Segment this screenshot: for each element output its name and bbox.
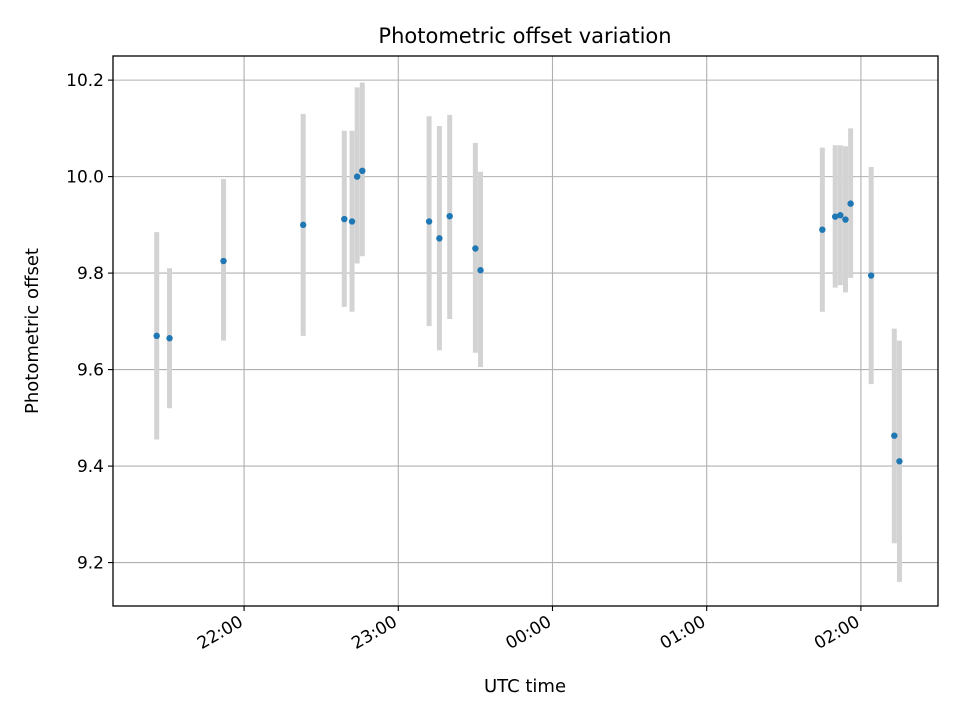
data-point (353, 173, 361, 180)
data-point (348, 218, 356, 225)
y-tick-label: 9.2 (77, 554, 104, 574)
plot-area (113, 56, 938, 606)
data-point (220, 257, 227, 265)
data-point (831, 213, 839, 220)
y-axis: 9.2 9.4 9.6 9.8 10.0 10.2 (66, 71, 113, 574)
grid (113, 56, 938, 606)
y-axis-title: Photometric offset (22, 248, 43, 414)
y-tick-label: 9.4 (77, 457, 104, 477)
data-point (436, 235, 443, 242)
data-points (153, 167, 903, 465)
data-point (425, 218, 433, 225)
chart-title: Photometric offset variation (378, 24, 671, 48)
data-point (891, 432, 898, 439)
y-tick-label: 10.2 (66, 71, 104, 91)
data-point (472, 245, 479, 252)
data-point (896, 458, 903, 465)
data-point (819, 226, 826, 233)
data-point (842, 216, 849, 223)
y-tick-label: 10.0 (66, 168, 104, 188)
data-point (837, 212, 844, 219)
data-point (847, 200, 854, 207)
data-point (446, 212, 453, 220)
data-point (867, 272, 875, 279)
x-axis-title: UTC time (484, 676, 566, 697)
y-tick-label: 9.8 (77, 264, 104, 284)
data-point (166, 335, 173, 342)
data-point (477, 267, 484, 274)
data-point (153, 332, 160, 340)
plot-frame (112, 55, 939, 607)
data-point (359, 167, 366, 175)
data-point (341, 215, 348, 223)
y-tick-label: 9.6 (77, 361, 104, 381)
data-point (299, 221, 307, 229)
